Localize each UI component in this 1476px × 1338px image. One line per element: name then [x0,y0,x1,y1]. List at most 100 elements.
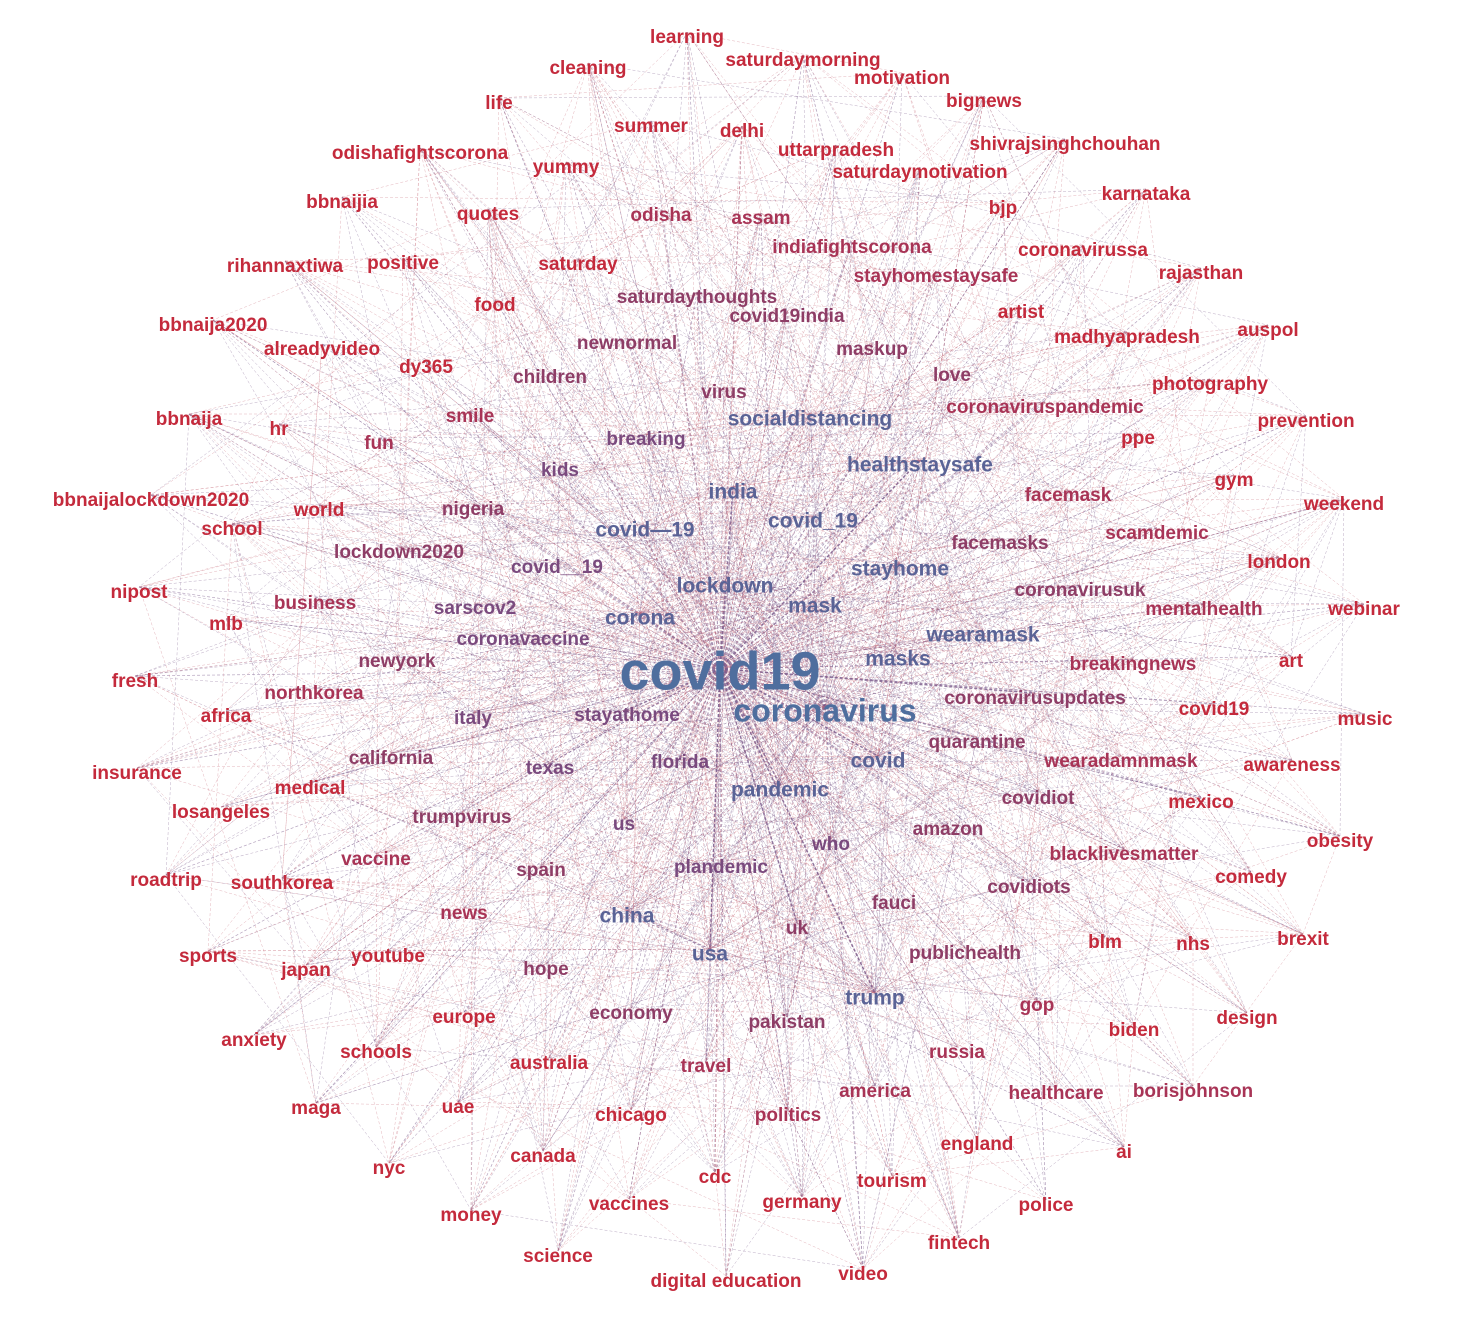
node-label-business: business [274,593,356,614]
network-edge [390,299,496,754]
network-edge [1203,474,1235,605]
network-edge [999,537,1122,757]
node-label-covid-19: covid_19 [768,510,858,533]
network-edge [874,992,1194,1087]
network-edge [548,897,895,1059]
network-edge [809,413,960,1239]
network-edge [645,433,721,670]
network-edge [679,202,1004,758]
network-edge [565,161,1004,204]
network-edge [136,767,459,1103]
network-edge [824,706,893,1177]
node-label-us: us [613,814,635,835]
network-edge [874,537,1001,994]
node-label-california: california [349,748,434,769]
network-edge [1067,474,1235,491]
network-edge [709,270,937,950]
network-edge [1002,202,1057,1089]
network-edge [639,31,688,614]
network-edge [719,668,895,899]
network-edge [630,486,734,1111]
network-edge [314,597,721,670]
node-label-roadtrip: roadtrip [130,870,202,891]
network-edge [390,752,465,1013]
network-edge [719,537,1001,670]
node-label-pandemic: pandemic [731,779,829,802]
node-label-covid-dash-19: covid—19 [595,519,694,542]
network-edge [645,433,1194,1087]
network-edge [487,208,876,994]
network-edge [587,62,960,1239]
network-edge [891,459,921,1177]
network-edge [402,257,803,1198]
node-label-rajasthan: rajasthan [1159,263,1243,284]
network-edge [487,208,1194,940]
node-label-coronavaccine: coronavaccine [456,629,589,650]
network-edge [824,706,1038,1001]
node-label-russia: russia [929,1042,985,1063]
network-edge [341,196,496,301]
network-edge [630,706,826,1111]
network-edge [802,54,1057,1089]
network-edge [719,267,1202,670]
network-edge [540,755,879,866]
network-edge [398,459,921,548]
network-edge [964,947,1047,1201]
network-edge [387,306,1022,952]
node-label-europe: europe [432,1007,495,1028]
network-edge [557,580,726,1252]
network-edge [402,188,1147,259]
network-edge [714,244,1084,1173]
network-edge [779,784,966,949]
network-edge [760,212,1158,529]
network-edge [645,433,826,708]
network-edge [309,782,803,1198]
node-label-vaccines: vaccines [589,1194,669,1215]
node-label-plandemic: plandemic [674,857,768,878]
network-edge [824,706,1125,850]
network-edge [549,762,1106,938]
network-edge [313,687,544,1152]
network-edge [188,413,895,899]
network-edge [732,486,966,949]
network-edge [639,612,960,1239]
network-edge [639,527,1158,614]
network-edge [378,437,1158,529]
node-label-america: america [839,1081,911,1102]
network-edge [705,580,726,1062]
network-edge [587,62,832,840]
node-label-covidiot: covidiot [1002,788,1076,809]
node-label-insurance: insurance [92,763,182,784]
network-edge [630,784,781,1111]
network-edge [1123,1024,1135,1148]
network-edge [253,580,726,1036]
network-edge [577,258,901,565]
network-edge [309,413,811,784]
network-edge [253,1011,465,1036]
network-edge [188,413,628,912]
network-edge [639,563,901,614]
network-edge [220,687,315,808]
network-edge [487,208,561,466]
node-label-quarantine: quarantine [928,732,1025,753]
network-edge [714,498,1345,1173]
node-label-love: love [933,365,971,386]
network-edge [457,580,726,1103]
network-edge [309,782,628,912]
network-edge [919,459,1280,558]
network-edge [732,267,1202,488]
network-edge [136,401,1046,769]
network-edge [545,835,1341,965]
node-label-fun: fun [364,433,394,454]
network-edge [231,523,876,994]
network-edge [1028,324,1269,883]
network-edge [470,600,816,1211]
network-edge [724,580,1293,761]
network-edge [899,369,953,565]
network-edge [548,212,762,1059]
network-edge [814,600,876,994]
network-edge [714,668,721,1173]
network-edge [314,515,814,599]
node-label-newnormal: newnormal [577,333,677,354]
network-edge [724,415,1307,582]
